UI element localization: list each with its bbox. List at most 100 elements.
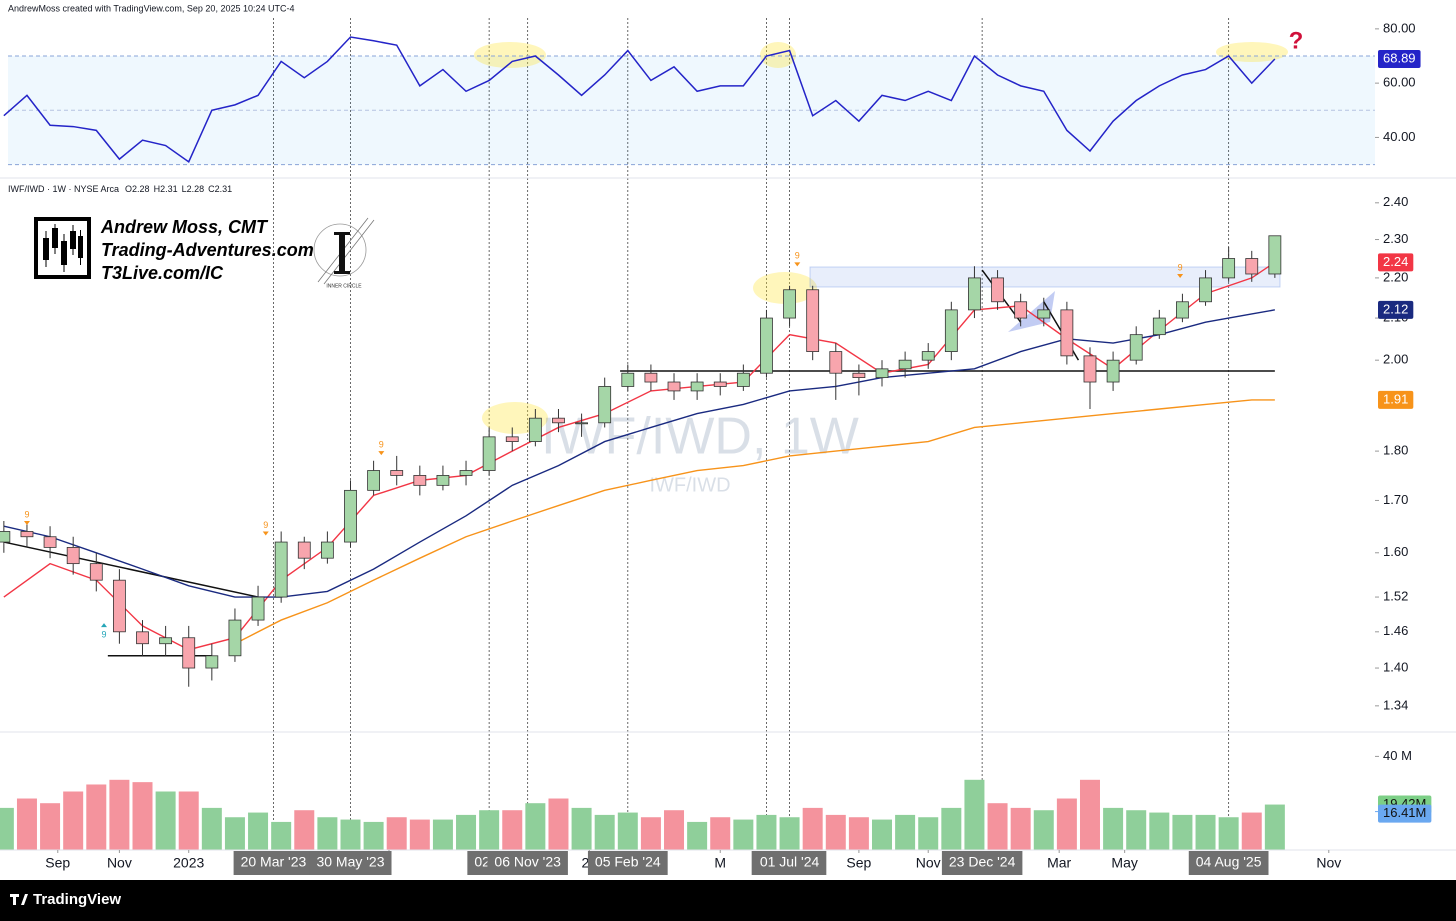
candle-body xyxy=(1199,277,1212,303)
moving-average xyxy=(3,309,1275,598)
volume-ma-tag: 16.41M xyxy=(1383,805,1426,820)
volume-bar xyxy=(1079,779,1100,850)
candle-body xyxy=(274,541,288,598)
volume-bar xyxy=(941,807,962,850)
volume-bar xyxy=(1103,807,1124,850)
volume-bar xyxy=(479,810,500,850)
volume-bar xyxy=(40,803,61,850)
rsi-value-tag: 68.89 xyxy=(1383,50,1416,65)
footer-bar xyxy=(0,880,1456,921)
y-tick-label: 40.00 xyxy=(1383,129,1416,144)
candle-body xyxy=(1129,334,1143,361)
td-count: 9 xyxy=(263,520,268,530)
y-tick-label: 1.46 xyxy=(1383,623,1408,638)
volume-bar xyxy=(710,817,731,850)
candle-body xyxy=(621,372,635,387)
volume-bar xyxy=(779,817,800,850)
ma-value-tag: 1.91 xyxy=(1383,391,1408,406)
ma-value-tag-bg xyxy=(1378,253,1414,272)
candle-body xyxy=(43,536,57,548)
candle-body xyxy=(991,277,1004,303)
td-arrow xyxy=(100,623,107,628)
resistance-zone xyxy=(809,266,1281,288)
rsi-value-tag-bg xyxy=(1378,50,1421,69)
credit: AndrewMoss created with TradingView.com,… xyxy=(8,3,294,13)
candle-body xyxy=(736,372,750,387)
candle-body xyxy=(505,436,519,442)
y-tick-label: 40 M xyxy=(1383,748,1412,763)
marker-label-bg xyxy=(309,851,392,875)
volume-bar xyxy=(16,798,37,850)
marker-label-bg xyxy=(487,851,568,875)
y-tick-label: 60.00 xyxy=(1383,75,1416,90)
highlight xyxy=(474,42,546,68)
candle-body xyxy=(1222,258,1236,279)
highlight xyxy=(753,272,817,304)
candle-body xyxy=(1245,258,1259,275)
highlight xyxy=(1216,42,1288,62)
legend-value: 2.31 xyxy=(160,184,178,194)
volume-bar xyxy=(363,821,384,850)
marker-label-bg xyxy=(752,851,827,875)
ma-value-tag: 2.24 xyxy=(1383,254,1408,269)
candle-body xyxy=(413,475,427,486)
volume-bar xyxy=(0,807,14,850)
volume-bar xyxy=(1126,810,1147,850)
legend: IWF/IWD · 1W · NYSE Arca O2.28 H2.31 L2.28 C… xyxy=(8,184,232,194)
volume-bar xyxy=(1033,810,1054,850)
volume-bar xyxy=(63,791,84,850)
volume-bar xyxy=(317,817,338,850)
marker-label-bg xyxy=(941,851,1023,875)
marker-label: 01 Jul '24 xyxy=(760,854,820,870)
volume-bar xyxy=(224,817,245,850)
candle-body xyxy=(598,386,612,424)
volume-bar xyxy=(502,810,523,850)
candle-body xyxy=(1083,355,1097,383)
ma-value-tag-bg xyxy=(1378,390,1414,409)
volume-bar xyxy=(987,803,1008,850)
candle-body xyxy=(1152,317,1166,336)
ma-value-tag-bg xyxy=(1378,300,1414,319)
volume-bar xyxy=(1195,814,1216,850)
volume-bar xyxy=(386,817,407,850)
volume-bar xyxy=(201,807,222,850)
legend-value: 2.28 xyxy=(132,184,150,194)
candle-body xyxy=(875,368,889,379)
badge: INNER CIRCLE xyxy=(326,283,362,289)
y-tick-label: 80.00 xyxy=(1383,20,1416,35)
volume-bar xyxy=(733,819,754,850)
trend-line xyxy=(3,541,259,598)
volume-bar xyxy=(872,819,893,850)
candle-body xyxy=(205,655,219,669)
legend-key: C xyxy=(208,184,215,194)
brand-name: Andrew Moss, CMT xyxy=(100,217,269,237)
x-tick-label: Nov xyxy=(107,855,132,871)
td-arrow xyxy=(378,451,385,456)
rsi-line xyxy=(3,36,1276,163)
marker-label: 06 Nov '23 xyxy=(494,854,561,870)
candle-body xyxy=(806,289,820,352)
candle-body xyxy=(344,489,357,543)
legend-value: 2.31 xyxy=(215,184,233,194)
candle-body xyxy=(1268,235,1282,275)
td-arrow xyxy=(794,262,801,267)
candle-body xyxy=(159,637,173,645)
candle-body xyxy=(575,422,588,425)
volume-bar xyxy=(548,798,569,850)
candle-body xyxy=(320,541,334,559)
volume-bar xyxy=(340,819,361,850)
candle-body xyxy=(182,637,196,669)
ma-value-tag: 2.12 xyxy=(1383,301,1408,316)
legend-key: H xyxy=(154,184,161,194)
candle-body xyxy=(921,351,935,361)
volume-bar xyxy=(640,817,661,850)
volume-bar xyxy=(271,821,292,850)
volume-bar xyxy=(109,779,130,850)
volume-bar xyxy=(848,817,869,850)
logo xyxy=(34,217,91,279)
volume-bar xyxy=(178,791,199,850)
legend-key: L xyxy=(182,184,187,194)
volume-bar xyxy=(1264,804,1285,850)
marker-label: 23 Dec '24 xyxy=(949,854,1016,870)
td-count: 9 xyxy=(379,439,384,449)
